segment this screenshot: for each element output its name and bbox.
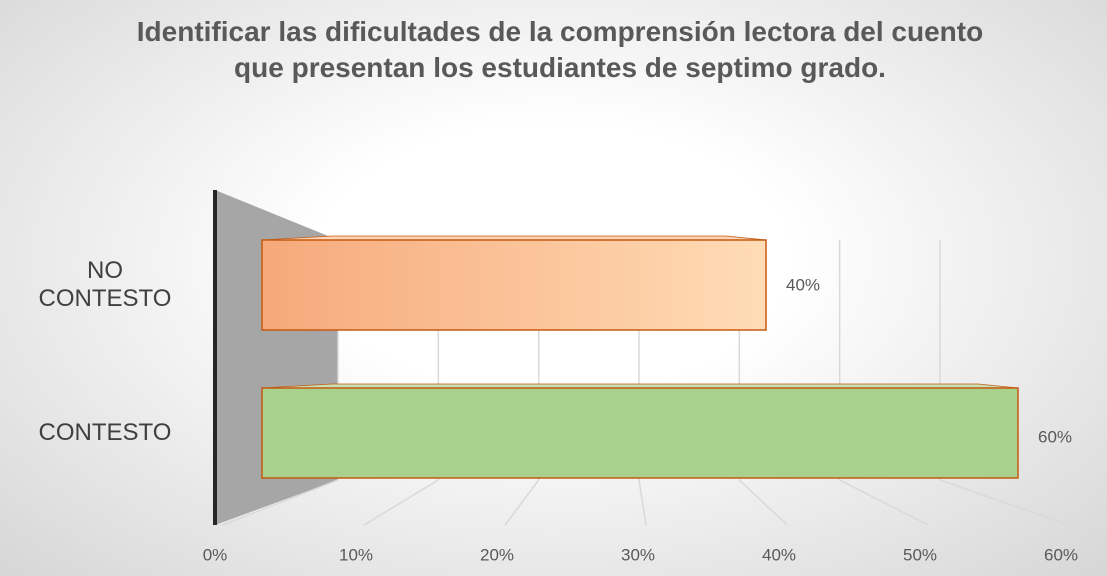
x-tick-label: 10% (339, 545, 373, 564)
y-tick-label: NO CONTESTO (38, 257, 172, 312)
x-tick-label: 60% (1044, 545, 1078, 564)
floor-grid-line (222, 479, 339, 526)
floor-grid-line (504, 479, 540, 526)
floor-grid-line (738, 479, 788, 526)
x-tick-label: 30% (621, 545, 655, 564)
floor-grid-line (363, 479, 439, 526)
chart-title: Identificar las dificultades de la compr… (136, 16, 984, 83)
floor-grid-line (638, 479, 647, 526)
floor-grid-line (839, 479, 929, 526)
x-tick-label: 50% (903, 545, 937, 564)
bar (261, 239, 767, 331)
x-tick-label: 40% (762, 545, 796, 564)
floor-grid-line (939, 479, 1070, 526)
y-tick-label: CONTESTO (38, 419, 172, 446)
bar (261, 387, 1019, 479)
data-label: 60% (1038, 427, 1072, 446)
x-tick-label: 20% (480, 545, 514, 564)
data-label: 40% (786, 275, 820, 294)
x-tick-label: 0% (203, 545, 228, 564)
